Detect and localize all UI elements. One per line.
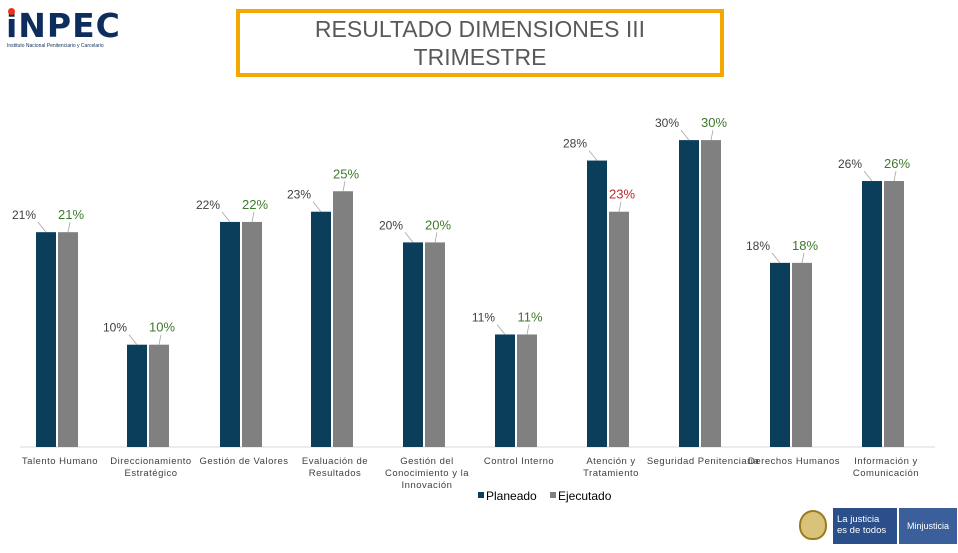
bar-ejecutado-5 — [517, 334, 537, 447]
category-label-1: Direccionamiento Estratégico — [110, 456, 191, 479]
value-label-planeado-7: 30% — [655, 116, 679, 130]
leader-ejecutado-0 — [67, 222, 71, 233]
value-label-ejecutado-4: 20% — [425, 217, 451, 232]
bar-planeado-7 — [679, 140, 699, 447]
legend-label-ejecutado: Ejecutado — [558, 489, 612, 503]
legend-swatch-planeado — [478, 492, 484, 498]
leader-ejecutado-7 — [710, 130, 714, 141]
leader-planeado-3 — [312, 201, 322, 212]
bar-ejecutado-0 — [58, 232, 78, 447]
value-label-ejecutado-5: 11% — [517, 309, 542, 324]
brand-line-2: es de todos — [837, 525, 887, 536]
value-label-planeado-0: 21% — [12, 208, 36, 222]
bar-planeado-8 — [770, 262, 790, 447]
value-label-planeado-5: 11% — [472, 310, 495, 324]
category-label-7: Seguridad Penitenciaria — [647, 456, 760, 467]
leader-ejecutado-9 — [893, 170, 897, 182]
value-label-ejecutado-9: 26% — [884, 156, 910, 171]
category-label-4: Gestión del Conocimiento y la Innovación — [385, 456, 469, 491]
category-label-8: Derechos Humanos — [748, 456, 840, 467]
category-label-5: Control Interno — [484, 456, 554, 467]
legend-swatch-ejecutado — [550, 492, 556, 498]
value-label-planeado-4: 20% — [379, 218, 403, 232]
leader-planeado-6 — [588, 150, 598, 161]
value-label-planeado-2: 22% — [196, 198, 220, 212]
leader-lines-group — [37, 129, 897, 345]
bar-planeado-2 — [220, 221, 240, 447]
bar-planeado-4 — [403, 242, 423, 447]
bar-planeado-0 — [36, 232, 56, 447]
value-label-planeado-1: 10% — [103, 321, 127, 335]
bar-planeado-1 — [127, 344, 147, 447]
legend: Planeado Ejecutado — [478, 489, 612, 503]
category-label-0: Talento Humano — [22, 456, 98, 467]
bar-ejecutado-2 — [242, 221, 262, 447]
category-label-2: Gestión de Valores — [199, 456, 288, 467]
minjusticia-logo: La justicia es de todos Minjusticia — [797, 506, 958, 546]
category-label-3: Evaluación de Resultados — [302, 456, 368, 479]
category-label-6: Atención y Tratamiento — [583, 456, 639, 479]
leader-ejecutado-2 — [251, 211, 255, 223]
leader-planeado-2 — [221, 211, 231, 223]
logo-dot — [8, 8, 15, 15]
bar-ejecutado-8 — [792, 262, 812, 447]
leader-ejecutado-4 — [434, 232, 438, 243]
value-label-ejecutado-1: 10% — [149, 320, 175, 335]
leader-planeado-1 — [128, 334, 138, 345]
leader-planeado-5 — [496, 324, 506, 335]
bar-ejecutado-4 — [425, 242, 445, 447]
value-label-ejecutado-6: 23% — [609, 187, 635, 202]
leader-ejecutado-6 — [618, 201, 622, 212]
bar-ejecutado-6 — [609, 211, 629, 447]
bar-planeado-6 — [587, 160, 607, 447]
leader-ejecutado-3 — [342, 181, 346, 192]
value-label-ejecutado-0: 21% — [58, 207, 84, 222]
leader-planeado-0 — [37, 221, 47, 233]
bars-group — [36, 140, 904, 447]
leader-planeado-9 — [863, 170, 873, 182]
leader-planeado-7 — [680, 129, 690, 141]
inpec-logo: iNPEC Instituto Nacional Penitenciario y… — [6, 6, 130, 49]
bar-ejecutado-1 — [149, 344, 169, 447]
coat-of-arms-icon — [799, 510, 827, 540]
category-labels-group: Talento Humano Direccionamiento Estratégic… — [22, 456, 919, 491]
value-labels-group: 21% 21% 10% 10% 22% 22% 23% 25% 20% 20% 11% 11% 28% 2… — [12, 115, 910, 335]
value-label-ejecutado-3: 25% — [333, 166, 359, 181]
bar-planeado-3 — [311, 211, 331, 447]
value-label-ejecutado-2: 22% — [242, 197, 268, 212]
bar-ejecutado-9 — [884, 181, 904, 447]
chart-title: RESULTADO DIMENSIONES III TRIMESTRE — [314, 16, 646, 70]
ministry-badge: Minjusticia — [899, 508, 957, 544]
legend-label-planeado: Planeado — [486, 489, 537, 503]
title-box: RESULTADO DIMENSIONES III TRIMESTRE — [236, 9, 724, 77]
value-label-planeado-3: 23% — [287, 188, 311, 202]
bar-ejecutado-7 — [701, 140, 721, 447]
logo-wordmark: iNPEC — [6, 6, 121, 45]
value-label-ejecutado-8: 18% — [792, 238, 818, 253]
leader-ejecutado-5 — [526, 324, 530, 335]
leader-planeado-8 — [771, 252, 781, 264]
brand-line-1: La justicia — [837, 514, 880, 525]
value-label-planeado-8: 18% — [746, 239, 770, 253]
category-label-9: Información y Comunicación — [853, 456, 919, 479]
leader-ejecutado-8 — [801, 252, 805, 263]
leader-planeado-4 — [404, 232, 414, 243]
value-label-planeado-9: 26% — [838, 157, 862, 171]
brand-badge: La justicia es de todos — [833, 508, 897, 544]
value-label-planeado-6: 28% — [563, 137, 587, 151]
logo-subtext: Instituto Nacional Penitenciario y Carce… — [7, 43, 104, 49]
bar-planeado-5 — [495, 334, 515, 447]
value-label-ejecutado-7: 30% — [701, 115, 727, 130]
leader-ejecutado-1 — [158, 334, 162, 345]
bar-planeado-9 — [862, 181, 882, 447]
bar-ejecutado-3 — [333, 191, 353, 447]
